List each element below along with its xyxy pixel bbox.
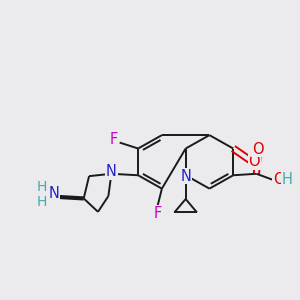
Text: O: O <box>252 142 264 157</box>
Text: F: F <box>154 206 162 221</box>
Text: H: H <box>281 172 292 187</box>
Text: O: O <box>248 154 260 169</box>
Text: H: H <box>37 195 47 209</box>
Text: F: F <box>110 131 118 146</box>
Text: N: N <box>180 169 191 184</box>
Text: O: O <box>273 172 284 187</box>
Text: H: H <box>37 180 47 194</box>
Text: N: N <box>49 187 59 202</box>
Text: N: N <box>106 164 117 179</box>
